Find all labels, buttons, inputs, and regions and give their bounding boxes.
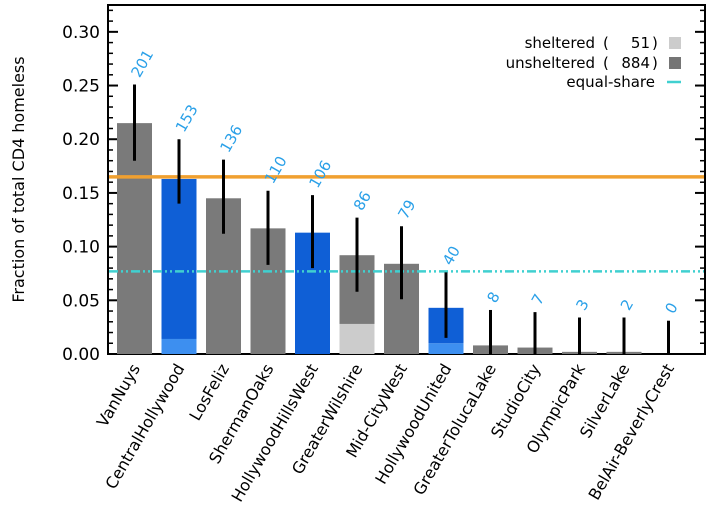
- count-label: 86: [350, 188, 375, 214]
- count-label: 8: [483, 289, 503, 306]
- y-tick-label: 0.00: [62, 345, 100, 365]
- count-label: 3: [572, 296, 592, 313]
- count-label: 7: [528, 291, 548, 308]
- y-tick-label: 0.25: [62, 77, 100, 97]
- bar-unsheltered: [161, 178, 197, 339]
- y-tick-label: 0.30: [62, 23, 100, 43]
- error-bars: [133, 84, 670, 354]
- y-tick-label: 0.15: [62, 184, 100, 204]
- legend-paren-open: (: [603, 34, 609, 52]
- count-label: 136: [216, 122, 246, 156]
- legend-label: unsheltered: [506, 54, 595, 72]
- bar-sheltered: [339, 323, 375, 354]
- y-tick-label: 0.20: [62, 130, 100, 150]
- count-label: 106: [305, 157, 335, 191]
- category-label: VanNuys: [93, 361, 144, 431]
- legend-swatch: [669, 37, 681, 49]
- bar-sheltered: [428, 343, 464, 354]
- bar-sheltered: [161, 338, 197, 354]
- category-labels: VanNuysCentralHollywoodLosFelizShermanOa…: [93, 360, 678, 505]
- count-label: 40: [439, 243, 464, 269]
- count-label: 110: [261, 153, 291, 187]
- legend-label: equal-share: [566, 73, 655, 91]
- category-label: GreaterTolucaLake: [409, 361, 500, 499]
- count-label: 153: [172, 101, 202, 135]
- count-label: 2: [617, 296, 637, 313]
- reference-lines: [109, 175, 704, 273]
- legend-swatch: [669, 57, 681, 69]
- legend: sheltered(51)unsheltered(884)equal-share: [506, 34, 681, 91]
- bar-unsheltered: [117, 123, 152, 354]
- bars: [117, 123, 642, 354]
- legend-paren-open: (: [603, 54, 609, 72]
- category-label: LosFeliz: [185, 361, 233, 424]
- count-label: 0: [661, 299, 681, 316]
- y-axis-label: Fraction of total CD4 homeless: [9, 56, 28, 302]
- count-label: 201: [127, 47, 157, 81]
- y-tick-label: 0.10: [62, 238, 100, 258]
- legend-count: 51: [631, 34, 650, 52]
- legend-count: 884: [621, 54, 650, 72]
- legend-paren-close: ): [652, 54, 658, 72]
- count-label: 79: [394, 197, 419, 223]
- legend-paren-close: ): [652, 34, 658, 52]
- category-label: CentralHollywood: [101, 361, 188, 493]
- category-label: BelAir-BeverlyCrest: [585, 361, 678, 504]
- y-tick-label: 0.05: [62, 291, 100, 311]
- legend-label: sheltered: [525, 34, 595, 52]
